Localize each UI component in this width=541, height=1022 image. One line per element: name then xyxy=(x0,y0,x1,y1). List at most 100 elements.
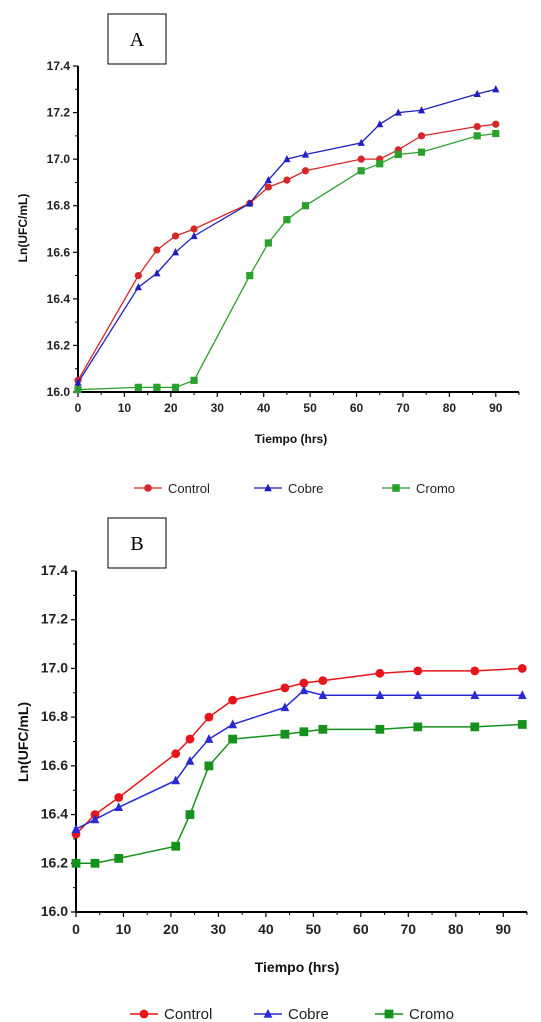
y-tick-label: 16.8 xyxy=(41,708,68,724)
data-point-cromo xyxy=(473,132,481,140)
data-point-control xyxy=(153,246,161,254)
x-tick-label: 20 xyxy=(164,401,178,415)
data-point-cobre xyxy=(246,199,254,207)
data-point-cromo xyxy=(375,724,385,734)
data-point-control xyxy=(470,666,480,676)
data-point-cromo xyxy=(417,148,426,156)
x-tick-label: 40 xyxy=(258,921,274,937)
plot-area-a: 16.0 16.2 16.4 16.6 16.8 17.0 17.2 17.4 0 10 20 30 4… xyxy=(47,59,520,415)
legend-label-cobre: Cobre xyxy=(288,1006,329,1022)
data-point-cromo xyxy=(134,383,142,391)
x-axis-label-a: Tiempo (hrs) xyxy=(255,432,327,446)
data-point-cromo xyxy=(185,810,195,819)
plot-area-b: 16.0 16.2 16.4 16.6 16.8 17.0 17.2 17.4 0 10 20 30 4… xyxy=(41,562,528,937)
x-tick-label: 80 xyxy=(448,921,464,937)
data-point-control xyxy=(301,167,310,175)
y-tick-label: 17.4 xyxy=(41,562,68,578)
x-tick-label: 70 xyxy=(396,401,410,415)
data-point-cobre xyxy=(114,802,124,812)
data-point-control xyxy=(299,678,309,688)
legend-marker-cromo xyxy=(384,1009,394,1019)
data-point-cobre xyxy=(264,175,272,184)
data-point-cromo xyxy=(470,722,480,732)
data-point-cromo xyxy=(90,858,100,868)
legend-marker-cobre xyxy=(264,483,272,492)
data-point-control xyxy=(473,122,481,131)
x-tick-label: 10 xyxy=(118,401,132,415)
data-point-cobre xyxy=(394,108,402,116)
data-point-cobre xyxy=(492,85,500,93)
series-line-cobre xyxy=(75,689,523,830)
x-tick-label: 0 xyxy=(75,401,82,415)
data-point-cromo xyxy=(394,150,402,159)
y-tick-label: 17.4 xyxy=(47,59,71,73)
x-tick-label: 30 xyxy=(211,921,227,937)
data-point-cromo xyxy=(246,271,254,280)
data-point-control xyxy=(171,232,180,240)
legend-marker-cobre xyxy=(263,1008,273,1018)
data-point-cobre xyxy=(473,89,481,98)
data-point-cromo xyxy=(153,383,161,391)
x-tick-label: 0 xyxy=(72,921,80,937)
legend-b: Control Cobre Cromo xyxy=(130,1006,454,1022)
data-point-control xyxy=(114,793,124,802)
chart-a: A 16.0 16.2 16.4 16.6 16.8 17.0 17.2 17.4 0 10 20 3… xyxy=(16,13,520,496)
x-tick-label: 70 xyxy=(401,921,417,937)
x-tick-label: 60 xyxy=(353,921,369,937)
data-point-control xyxy=(264,183,272,191)
data-point-cobre xyxy=(280,702,290,712)
data-point-cobre xyxy=(153,269,161,277)
data-point-cromo xyxy=(280,729,290,739)
data-point-cobre xyxy=(470,690,480,699)
y-tick-label: 16.0 xyxy=(47,385,71,399)
y-tick-label: 16.4 xyxy=(41,806,68,822)
y-axis-label-a: Ln(UFC/mL) xyxy=(16,194,30,263)
y-tick-label: 16.4 xyxy=(47,292,71,306)
legend-label-cobre: Cobre xyxy=(288,481,323,496)
y-tick-label: 17.2 xyxy=(41,611,68,627)
legend-label-control: Control xyxy=(168,481,210,496)
data-point-cromo xyxy=(413,722,423,732)
data-point-cromo xyxy=(228,734,238,744)
x-tick-label: 40 xyxy=(257,401,271,415)
x-tick-label: 80 xyxy=(443,401,457,415)
data-point-cromo xyxy=(301,202,310,210)
data-point-cromo xyxy=(171,841,181,851)
data-point-cromo xyxy=(190,376,198,384)
data-point-control xyxy=(517,664,527,673)
data-point-cobre xyxy=(283,155,291,163)
data-point-control xyxy=(318,676,328,686)
y-tick-label: 16.6 xyxy=(41,757,68,773)
data-point-control xyxy=(171,749,181,759)
y-tick-label: 17.0 xyxy=(47,152,71,166)
data-point-cobre xyxy=(90,814,100,824)
legend-marker-cromo xyxy=(392,484,400,492)
legend-label-control: Control xyxy=(164,1006,212,1022)
data-point-control xyxy=(283,176,291,184)
series-line-control xyxy=(75,667,523,835)
panel-label-box-a xyxy=(107,13,167,65)
legend-a: Control Cobre Cromo xyxy=(134,481,455,496)
series-line-cromo xyxy=(76,723,523,865)
legend-label-cromo: Cromo xyxy=(409,1006,454,1022)
data-point-cobre xyxy=(134,283,142,291)
legend-label-cromo: Cromo xyxy=(416,481,455,496)
data-point-cromo xyxy=(283,216,291,224)
data-point-cromo xyxy=(299,727,309,737)
data-point-cromo xyxy=(517,720,527,729)
y-tick-label: 17.2 xyxy=(47,106,71,120)
data-point-cobre xyxy=(376,120,384,128)
data-point-control xyxy=(190,225,198,233)
data-point-cromo xyxy=(376,160,384,168)
chart-b: B 16.0 16.2 16.4 16.6 16.8 17.0 17.2 17.4 0 10 20 3… xyxy=(15,517,528,1022)
data-point-control xyxy=(357,155,365,163)
panel-label-b: B xyxy=(130,533,143,555)
data-point-cromo xyxy=(264,239,272,247)
data-point-cobre xyxy=(301,150,310,158)
x-tick-label: 10 xyxy=(116,921,132,937)
data-point-control xyxy=(228,695,238,705)
x-tick-label: 50 xyxy=(306,921,322,937)
data-point-control xyxy=(413,666,423,676)
data-point-cobre xyxy=(417,106,426,114)
